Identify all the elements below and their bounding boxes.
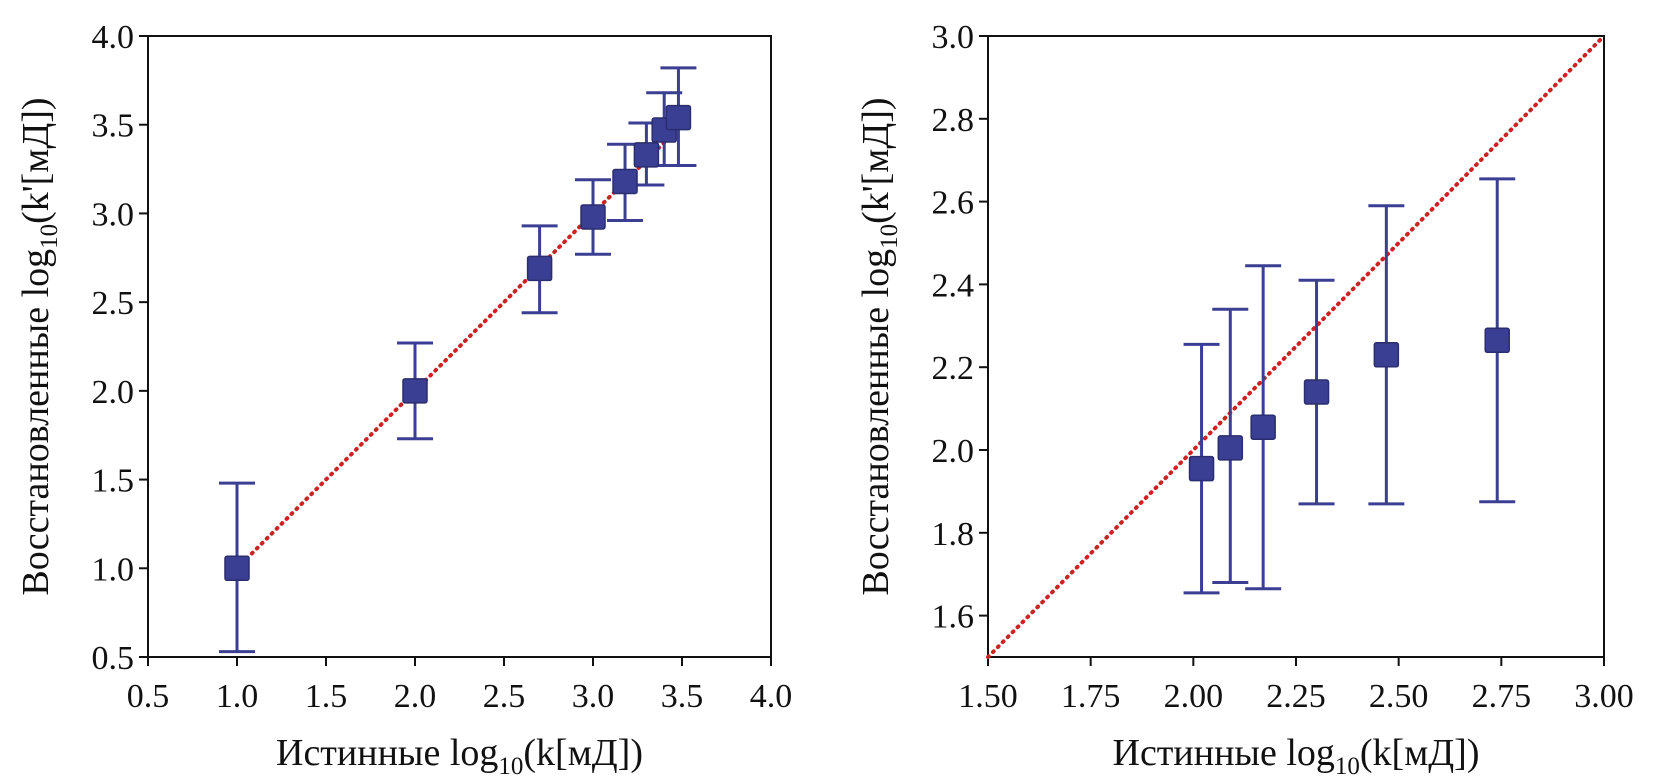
y-tick-label: 2.0 (932, 433, 975, 470)
y-tick-label: 3.0 (92, 196, 135, 233)
data-point (402, 378, 428, 404)
y-tick-label: 1.5 (92, 463, 135, 500)
x-tick-label: 3.00 (1574, 678, 1634, 715)
data-point (1188, 455, 1215, 482)
x-tick-label: 0.5 (127, 678, 170, 715)
x-tick-label: 4.0 (750, 678, 793, 715)
x-tick-label: 2.50 (1369, 678, 1429, 715)
y-tick-label: 2.6 (932, 185, 975, 222)
y-tick-label: 3.5 (92, 108, 135, 145)
data-point (580, 204, 606, 230)
y-tick-label: 3.0 (932, 19, 975, 56)
x-tick-label: 2.00 (1164, 678, 1224, 715)
data-point (1373, 342, 1400, 368)
y-tick-label: 2.4 (932, 267, 975, 304)
data-point (1250, 414, 1276, 440)
x-tick-label: 2.25 (1266, 678, 1326, 715)
y-tick-label: 4.0 (92, 19, 135, 56)
data-point (526, 255, 553, 282)
data-point (1303, 379, 1330, 405)
y-tick-label: 1.0 (92, 551, 135, 588)
y-axis-label: Восстановленные log10(k'[мД]) (855, 97, 903, 595)
y-axis-label: Восстановленные log10(k'[мД]) (15, 97, 63, 595)
x-tick-label: 2.0 (394, 678, 437, 715)
data-point (1217, 435, 1244, 461)
x-tick-label: 1.50 (958, 678, 1018, 715)
data-point (633, 142, 660, 168)
chart-panel-1: 0.5 1.0 1.5 2.0 2.5 3.0 3.5 4.0 0.5 1.0 1.5 2.0 2.5 3… (15, 19, 792, 780)
reference-line (986, 34, 1606, 659)
y-tick-label: 0.5 (92, 640, 135, 677)
x-tick-label: 2.75 (1472, 678, 1532, 715)
plot-frame (147, 35, 772, 658)
y-tick-label: 2.5 (92, 285, 135, 322)
x-axis-label: Истинные log10(k[мД]) (276, 732, 643, 780)
y-tick-label: 1.8 (932, 516, 975, 553)
x-axis-label: Истинные log10(k[мД]) (1113, 732, 1480, 780)
data-point (224, 555, 250, 582)
y-tick-label: 1.6 (932, 599, 975, 636)
x-tick-label: 3.5 (661, 678, 704, 715)
data-point (665, 104, 692, 131)
data-point (612, 168, 638, 195)
y-tick-label: 2.8 (932, 102, 975, 139)
y-tick-label: 2.2 (932, 350, 975, 387)
x-tick-label: 1.5 (305, 678, 348, 715)
x-tick-label: 3.0 (572, 678, 615, 715)
reference-line (235, 122, 684, 571)
y-tick-label: 2.0 (92, 374, 135, 411)
data-point (1484, 327, 1510, 354)
x-tick-label: 2.5 (483, 678, 526, 715)
chart-panel-2: 1.50 1.75 2.00 2.25 2.50 2.75 3.00 1.6 1.8 2.0 2.2… (855, 19, 1634, 780)
x-tick-label: 1.0 (216, 678, 259, 715)
x-tick-label: 1.75 (1061, 678, 1121, 715)
